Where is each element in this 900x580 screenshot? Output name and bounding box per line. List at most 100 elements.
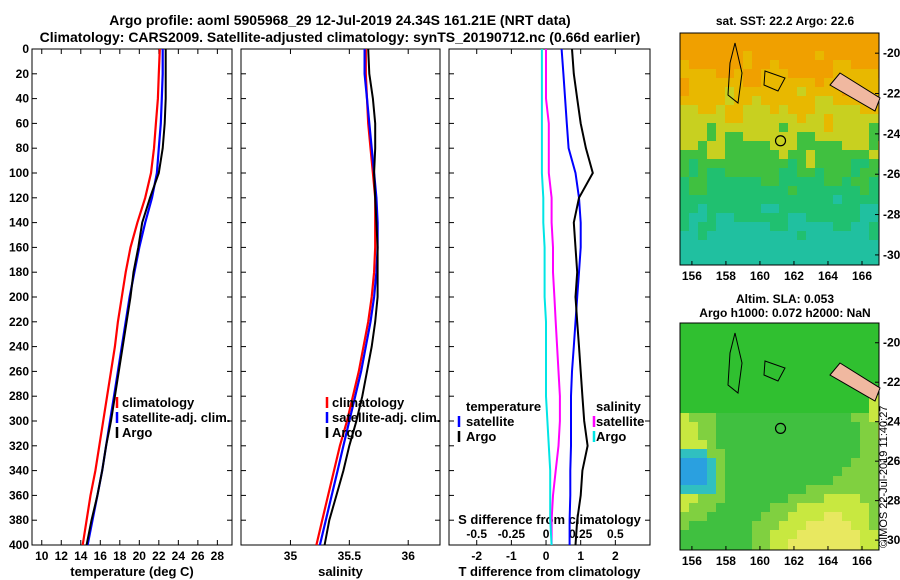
top-tick-label: 0	[543, 527, 550, 541]
map-x-tick-label: 164	[818, 269, 838, 283]
map-x-tick-label: 160	[750, 554, 770, 568]
map-y-tick-label: -20	[883, 46, 900, 60]
map-y-tick-label: -26	[883, 454, 900, 468]
y-tick-label: 60	[16, 116, 30, 130]
top-tick-label: -0.5	[466, 527, 487, 541]
y-tick-label: 200	[9, 290, 29, 304]
legend-left-label: temperature	[466, 399, 541, 414]
legend-label: Argo	[332, 425, 362, 440]
legend-right-label: salinity	[596, 399, 642, 414]
map-y-tick-label: -28	[883, 494, 900, 508]
map-y-tick-label: -30	[883, 248, 900, 262]
x-tick-label: 20	[133, 549, 147, 563]
map-x-tick-label: 156	[682, 269, 702, 283]
legend-label: satellite-adj. clim.	[332, 410, 440, 425]
chart-title-line2: Climatology: CARS2009. Satellite-adjuste…	[39, 29, 641, 45]
series-argo	[323, 48, 379, 546]
sst-map-title: sat. SST: 22.2 Argo: 22.6	[715, 14, 855, 28]
y-tick-label: 180	[9, 265, 29, 279]
series-salinity-satellite	[545, 49, 561, 545]
map-x-tick-label: 160	[750, 269, 770, 283]
reef-outline	[763, 360, 786, 382]
x-axis-label: salinity	[318, 564, 364, 579]
new-caledonia-coast	[829, 72, 881, 112]
reef-outline	[727, 332, 743, 394]
y-tick-label: 380	[9, 513, 29, 527]
sla-map-subtitle: Argo h1000: 0.072 h2000: NaN	[699, 306, 871, 320]
chart-title-line1: Argo profile: aoml 5905968_29 12-Jul-201…	[109, 12, 571, 28]
map-x-tick-label: 166	[852, 269, 872, 283]
legend-left-label: satellite	[466, 414, 514, 429]
argo-position-marker	[774, 135, 787, 147]
map-frame	[679, 32, 880, 266]
map-y-tick-label: -28	[883, 208, 900, 222]
y-tick-label: 20	[16, 67, 30, 81]
legend-right-label: satellite	[596, 414, 644, 429]
x-tick-label: 12	[55, 549, 69, 563]
top-tick-label: -0.25	[498, 527, 526, 541]
new-caledonia-coast	[829, 362, 881, 402]
y-tick-label: 260	[9, 364, 29, 378]
x-tick-label: -1	[506, 549, 517, 563]
y-tick-label: 220	[9, 315, 29, 329]
legend-label: climatology	[332, 395, 405, 410]
y-tick-label: 300	[9, 414, 29, 428]
series-argo	[85, 49, 167, 546]
top-tick-label: 0.25	[569, 527, 593, 541]
x-tick-label: 10	[35, 549, 49, 563]
reef-outline	[763, 70, 786, 92]
map-y-tick-label: -24	[883, 127, 900, 141]
reef-outline	[727, 42, 743, 104]
series-salinity-argo	[540, 49, 553, 546]
top-tick-label: 0.5	[607, 527, 624, 541]
map-x-tick-label: 166	[852, 554, 872, 568]
y-tick-label: 120	[9, 191, 29, 205]
x-tick-label: 14	[74, 549, 88, 563]
x-tick-label: 26	[191, 549, 205, 563]
series-climatology	[315, 49, 377, 546]
y-tick-label: 160	[9, 240, 29, 254]
x-tick-label: 36	[402, 549, 416, 563]
y-tick-label: 140	[9, 216, 29, 230]
y-tick-label: 240	[9, 340, 29, 354]
map-x-tick-label: 162	[784, 269, 804, 283]
sla-map	[680, 323, 879, 550]
map-x-tick-label: 158	[716, 269, 736, 283]
map-y-tick-label: -26	[883, 167, 900, 181]
y-tick-label: 40	[16, 92, 30, 106]
series-satellite-adj-clim-	[318, 49, 379, 546]
argo-position-marker	[774, 422, 787, 435]
y-tick-label: 320	[9, 439, 29, 453]
x-tick-label: 2	[612, 549, 619, 563]
map-y-tick-label: -20	[883, 336, 900, 350]
x-tick-label: 22	[152, 549, 166, 563]
map-x-tick-label: 162	[784, 554, 804, 568]
legend-label: satellite-adj. clim.	[122, 410, 230, 425]
map-y-tick-label: -24	[883, 415, 900, 429]
y-tick-label: 340	[9, 464, 29, 478]
x-tick-label: 28	[211, 549, 225, 563]
legend-right-label: Argo	[596, 429, 626, 444]
map-x-tick-label: 164	[818, 554, 838, 568]
y-tick-label: 400	[9, 538, 29, 552]
y-tick-label: 0	[22, 42, 29, 56]
series-climatology	[81, 48, 161, 546]
y-tick-label: 80	[16, 141, 30, 155]
x-tick-label: -2	[471, 549, 482, 563]
map-y-tick-label: -22	[883, 87, 900, 101]
legend-left-label: Argo	[466, 429, 496, 444]
map-frame	[679, 322, 880, 551]
x-axis-label: T difference from climatology	[458, 564, 641, 579]
map-x-tick-label: 158	[716, 554, 736, 568]
x-axis-label: temperature (deg C)	[70, 564, 194, 579]
map-x-tick-label: 156	[682, 554, 702, 568]
y-tick-label: 360	[9, 488, 29, 502]
legend-label: Argo	[122, 425, 152, 440]
series-temperature-argo	[571, 48, 594, 546]
series-temperature-satellite	[560, 48, 582, 545]
y-tick-label: 100	[9, 166, 29, 180]
imos-timestamp: ©IMOS 22-Jul-2019 11:40:27	[878, 405, 890, 548]
x-tick-label: 0	[543, 549, 550, 563]
sla-map-title: Altim. SLA: 0.053	[735, 292, 835, 306]
